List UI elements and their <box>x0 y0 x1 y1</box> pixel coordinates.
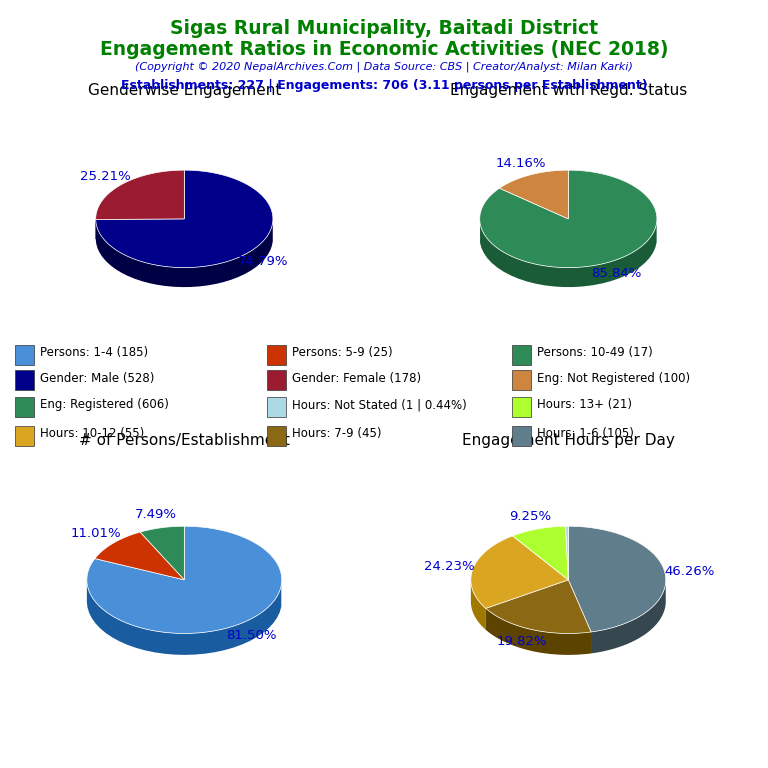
Bar <box>267 397 286 417</box>
Polygon shape <box>485 580 568 630</box>
Text: Hours: 13+ (21): Hours: 13+ (21) <box>537 399 632 411</box>
Title: Engagement with Regd. Status: Engagement with Regd. Status <box>450 84 687 98</box>
Text: Hours: 1-6 (105): Hours: 1-6 (105) <box>537 427 634 440</box>
Text: Establishments: 227 | Engagements: 706 (3.11 persons per Establishment): Establishments: 227 | Engagements: 706 (… <box>121 79 647 92</box>
Polygon shape <box>565 526 568 580</box>
Text: 25.21%: 25.21% <box>80 170 131 183</box>
Text: Engagement Ratios in Economic Activities (NEC 2018): Engagement Ratios in Economic Activities… <box>100 40 668 59</box>
Text: Persons: 1-4 (185): Persons: 1-4 (185) <box>40 346 148 359</box>
Bar <box>512 426 531 446</box>
Polygon shape <box>568 526 666 632</box>
Polygon shape <box>471 580 485 630</box>
Polygon shape <box>140 526 184 580</box>
Text: 7.49%: 7.49% <box>135 508 177 521</box>
Polygon shape <box>499 170 568 219</box>
Text: Persons: 10-49 (17): Persons: 10-49 (17) <box>537 346 653 359</box>
Text: Hours: Not Stated (1 | 0.44%): Hours: Not Stated (1 | 0.44%) <box>292 399 467 411</box>
Bar <box>267 345 286 365</box>
Polygon shape <box>485 580 591 634</box>
Bar <box>267 370 286 390</box>
Bar <box>15 426 34 446</box>
Bar <box>512 370 531 390</box>
Text: 74.79%: 74.79% <box>238 255 289 268</box>
Polygon shape <box>471 536 568 608</box>
Text: Sigas Rural Municipality, Baitadi District: Sigas Rural Municipality, Baitadi Distri… <box>170 19 598 38</box>
Bar <box>15 370 34 390</box>
Text: Gender: Female (178): Gender: Female (178) <box>292 372 422 385</box>
Text: Persons: 5-9 (25): Persons: 5-9 (25) <box>292 346 392 359</box>
Text: (Copyright © 2020 NepalArchives.Com | Data Source: CBS | Creator/Analyst: Milan : (Copyright © 2020 NepalArchives.Com | Da… <box>135 61 633 72</box>
Polygon shape <box>485 580 568 630</box>
Bar <box>15 345 34 365</box>
Polygon shape <box>87 581 281 655</box>
Text: 46.26%: 46.26% <box>664 565 714 578</box>
Text: Eng: Not Registered (100): Eng: Not Registered (100) <box>537 372 690 385</box>
Text: 24.23%: 24.23% <box>424 560 474 573</box>
Polygon shape <box>591 581 666 654</box>
Text: Eng: Registered (606): Eng: Registered (606) <box>40 399 169 411</box>
Text: 11.01%: 11.01% <box>70 528 121 541</box>
Title: Genderwise Engagement: Genderwise Engagement <box>88 84 281 98</box>
Title: Engagement Hours per Day: Engagement Hours per Day <box>462 433 675 448</box>
Text: Gender: Male (528): Gender: Male (528) <box>40 372 154 385</box>
Bar <box>512 397 531 417</box>
Polygon shape <box>512 526 568 580</box>
Polygon shape <box>87 526 282 634</box>
Polygon shape <box>568 580 591 654</box>
Polygon shape <box>485 608 591 655</box>
Polygon shape <box>96 220 273 287</box>
Text: Hours: 10-12 (55): Hours: 10-12 (55) <box>40 427 144 440</box>
Polygon shape <box>480 170 657 267</box>
Title: # of Persons/Establishment: # of Persons/Establishment <box>79 433 290 448</box>
Text: 9.25%: 9.25% <box>509 510 551 523</box>
Polygon shape <box>568 580 591 654</box>
Text: 14.16%: 14.16% <box>495 157 546 170</box>
Polygon shape <box>96 170 184 220</box>
Text: 81.50%: 81.50% <box>226 629 276 642</box>
Text: 19.82%: 19.82% <box>497 635 548 648</box>
Bar <box>267 426 286 446</box>
Polygon shape <box>95 532 184 580</box>
Text: 85.84%: 85.84% <box>591 267 641 280</box>
Polygon shape <box>96 219 184 239</box>
Polygon shape <box>480 223 657 287</box>
Bar <box>512 345 531 365</box>
Polygon shape <box>96 170 273 267</box>
Text: Hours: 7-9 (45): Hours: 7-9 (45) <box>292 427 382 440</box>
Bar <box>15 397 34 417</box>
Polygon shape <box>96 219 184 239</box>
